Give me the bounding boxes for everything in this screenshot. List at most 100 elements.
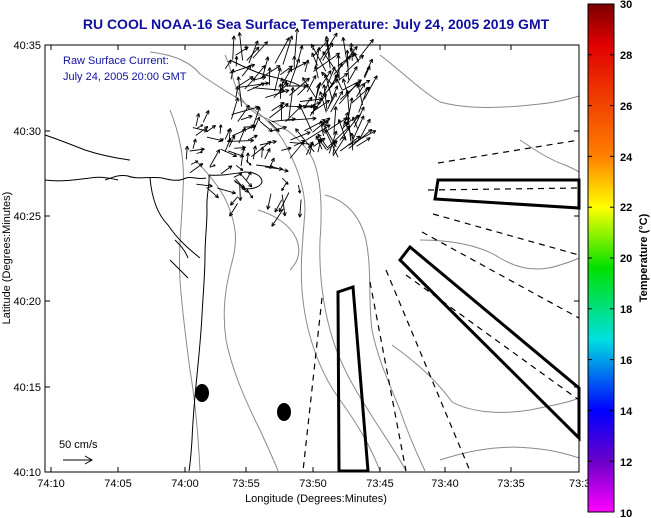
- current-vector-arrow: [288, 58, 301, 87]
- current-vector-arrow: [342, 79, 362, 91]
- y-tick-label: 40:20: [13, 296, 41, 308]
- x-tick-label: 73:45: [366, 478, 394, 490]
- current-vector-arrow: [252, 106, 261, 127]
- y-tick-label: 40:15: [13, 382, 41, 394]
- current-vector-arrow: [278, 192, 290, 213]
- current-vector-arrow: [252, 116, 261, 132]
- isobath-4: [257, 194, 426, 472]
- current-vector-arrow: [240, 173, 253, 188]
- current-vector-arrow: [309, 93, 327, 116]
- current-vector-arrow: [339, 135, 361, 152]
- x-axis-label: Longitude (Degrees:Minutes): [245, 493, 387, 505]
- current-vector-arrow: [279, 104, 284, 122]
- current-vector-arrow: [285, 116, 317, 121]
- coastline-north: [44, 134, 131, 182]
- colorbar-tick-label: 20: [620, 253, 632, 265]
- buoy-marker: [195, 384, 209, 402]
- plot-border: [44, 44, 580, 473]
- current-vector-arrow: [248, 40, 259, 64]
- current-vector-arrow: [315, 135, 323, 150]
- current-vector-arrow: [220, 165, 233, 175]
- current-vector-arrow: [196, 124, 204, 129]
- current-vector-arrow: [274, 199, 283, 213]
- axis-tickmarks: [45, 44, 580, 473]
- vector-scale-label: 50 cm/s: [59, 439, 98, 451]
- current-vector-arrow: [289, 141, 315, 147]
- current-vector-arrow: [356, 137, 371, 147]
- current-vector-arrow: [271, 208, 284, 227]
- current-vector-arrow: [229, 203, 238, 217]
- x-tick-label: 73:50: [299, 478, 327, 490]
- radial-5: [385, 269, 471, 472]
- current-vector-arrow: [241, 64, 252, 77]
- current-vector-arrow: [353, 52, 359, 63]
- current-vector-arrow: [269, 103, 289, 119]
- current-vector-arrow: [281, 183, 287, 192]
- current-vector-arrow: [360, 79, 371, 86]
- current-vector-arrow: [289, 140, 305, 159]
- current-vector-arrow: [356, 83, 364, 106]
- colorbar-label: Temperature (°C): [638, 213, 650, 302]
- current-vector-arrow: [359, 118, 371, 140]
- current-vector-arrow: [195, 113, 201, 127]
- current-vector-arrow: [358, 38, 374, 58]
- x-tick-label: 74:10: [37, 478, 65, 490]
- current-vector-arrow: [279, 80, 288, 92]
- current-vector-arrow: [282, 35, 294, 65]
- current-vector-arrow: [206, 124, 216, 132]
- current-vector-arrow: [297, 184, 302, 194]
- current-vector-arrow: [363, 75, 378, 100]
- current-vector-arrow: [237, 32, 244, 61]
- current-vector-arrow: [345, 54, 365, 73]
- current-vector-arrow: [281, 194, 287, 217]
- current-vector-arrow: [231, 35, 236, 60]
- coastlines: [44, 59, 301, 472]
- y-axis-label: Latitude (Degrees:Minutes): [1, 192, 13, 325]
- current-vector-arrow: [231, 105, 260, 116]
- current-vector-arrow: [190, 160, 199, 165]
- current-vector-arrow: [280, 65, 293, 76]
- current-vector-arrow: [238, 184, 243, 201]
- current-vector-arrow: [294, 28, 300, 59]
- current-vector-arrow: [245, 171, 252, 181]
- current-vector-arrow: [299, 97, 323, 102]
- current-vector-arrow: [259, 139, 277, 146]
- annotation-line1: Raw Surface Current:: [63, 55, 169, 67]
- current-vector-arrow: [217, 187, 236, 195]
- current-vector-arrow: [313, 52, 340, 72]
- current-vector-arrow: [209, 164, 216, 168]
- current-vector-arrow: [337, 118, 347, 141]
- current-vector-arrow: [319, 120, 324, 137]
- map-plot: Raw Surface Current: July 24, 2005 20:00…: [44, 28, 581, 473]
- current-vector-arrow: [261, 56, 270, 79]
- y-tick-label: 40:25: [13, 211, 41, 223]
- current-vector-arrow: [259, 121, 273, 133]
- current-vector-arrow: [338, 72, 349, 81]
- radial-7: [302, 297, 323, 472]
- current-vector-arrow: [260, 146, 265, 158]
- colorbar-tick-label: 10: [620, 508, 632, 518]
- current-vector-arrow: [311, 52, 318, 66]
- x-tick-label: 74:00: [171, 478, 199, 490]
- isobath-8: [439, 446, 580, 461]
- current-vector-arrow: [358, 86, 369, 113]
- x-axis: 74:10 74:05 74:00 73:55 73:50 73:45 73:4…: [37, 478, 590, 505]
- current-vector-arrow: [320, 32, 338, 61]
- current-vector-arrow: [297, 199, 303, 218]
- current-vector-arrow: [274, 67, 282, 92]
- radial-1: [437, 139, 580, 164]
- current-vector-arrow: [224, 59, 232, 70]
- current-vector-arrow: [341, 121, 350, 130]
- current-vector-arrow: [230, 97, 239, 120]
- current-vector-arrow: [302, 77, 318, 101]
- colorbar-tick-label: 24: [620, 152, 633, 164]
- current-vector-arrow: [189, 147, 205, 152]
- current-vector-field: [184, 28, 378, 227]
- current-vector-arrow: [209, 149, 221, 167]
- y-tick-label: 40:30: [13, 126, 41, 138]
- colorbar-tick-label: 14: [620, 406, 633, 418]
- buoy-marker: [277, 403, 291, 421]
- isobath-3: [194, 159, 279, 472]
- colorbar-tick-label: 28: [620, 50, 632, 62]
